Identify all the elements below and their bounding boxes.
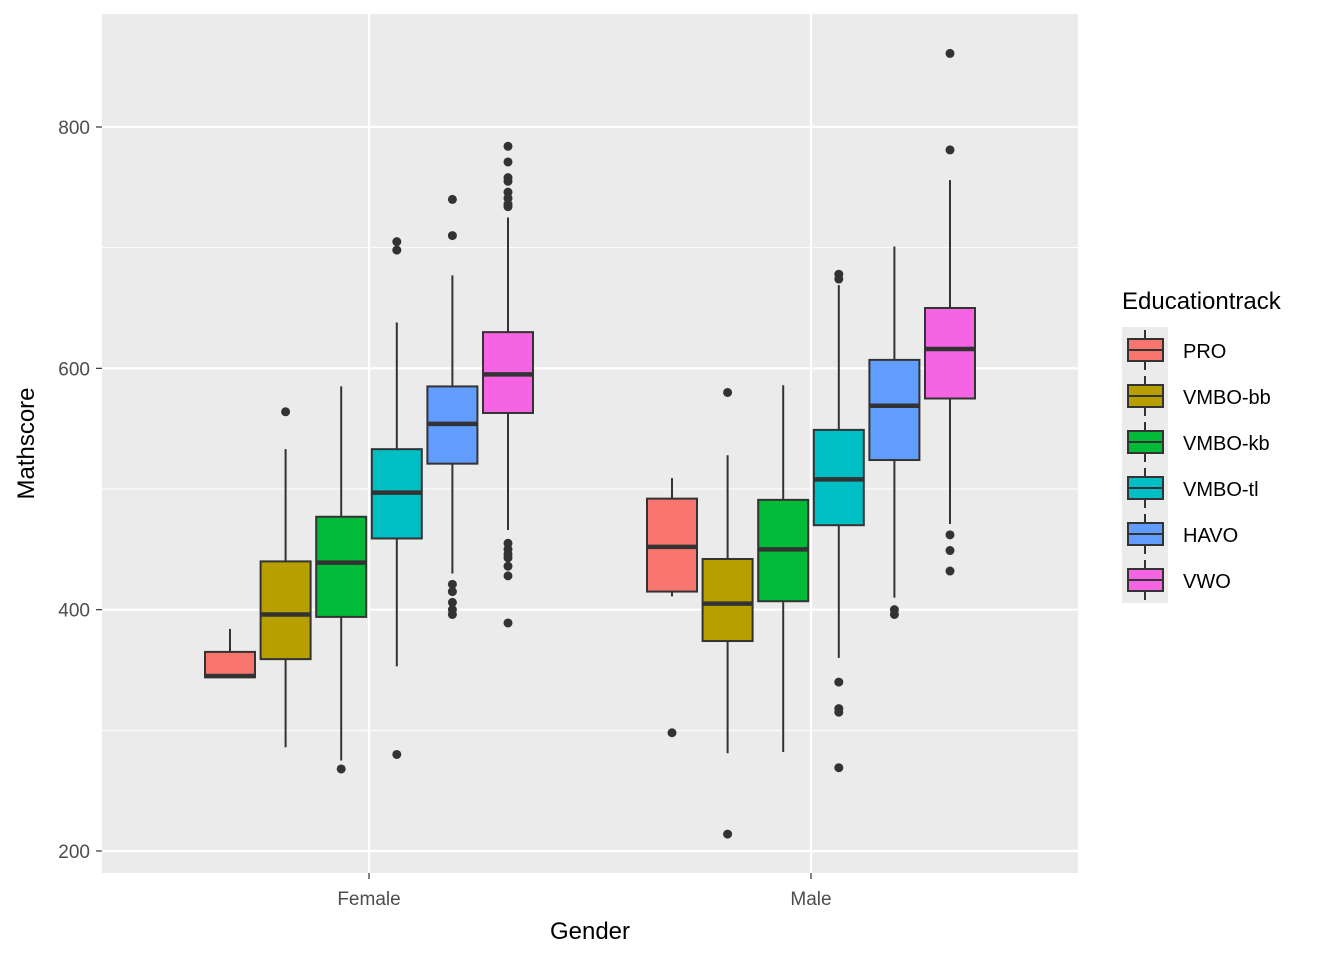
outlier-point [945, 566, 955, 576]
outlier-point [503, 202, 513, 212]
outlier-point [667, 728, 677, 738]
outlier-point [447, 579, 457, 589]
outlier-point [392, 237, 402, 247]
box-vmbo-kb-female [315, 386, 368, 774]
box-pro-female [204, 628, 256, 679]
outlier-point [834, 763, 844, 773]
y-axis-title: Mathscore [13, 387, 40, 499]
outlier-point [503, 141, 513, 151]
x-tick-label: Female [337, 889, 400, 910]
outlier-point [503, 561, 513, 571]
legend-key-background [1122, 327, 1168, 603]
legend-item-vmbo-kb: VMBO-kb [1127, 422, 1270, 462]
outlier-point [723, 829, 733, 839]
legend-item-vwo: VWO [1127, 560, 1231, 600]
outlier-point [503, 571, 513, 581]
outlier-point [503, 618, 513, 628]
box-iqr [868, 358, 921, 462]
box-vwo-female [482, 141, 534, 628]
legend-label: VWO [1183, 571, 1231, 593]
box-vmbo-bb-female [259, 407, 312, 748]
legend-title: Educationtrack [1122, 288, 1282, 315]
y-tick-label: 600 [58, 359, 90, 380]
box-iqr [315, 515, 368, 618]
box-iqr [701, 557, 754, 643]
outlier-point [392, 749, 402, 759]
y-tick-label: 400 [58, 601, 90, 622]
outlier-point [945, 546, 955, 556]
outlier-point [281, 407, 291, 417]
outlier-point [447, 231, 457, 241]
y-tick-label: 200 [58, 842, 90, 863]
legend-label: VMBO-kb [1183, 433, 1270, 455]
y-axis: 200 400 600 800 [58, 118, 102, 863]
box-iqr [204, 650, 256, 679]
outlier-point [447, 587, 457, 597]
outlier-point [945, 48, 955, 58]
plot-panel [102, 14, 1078, 873]
box-vmbo-tl-male [812, 269, 865, 773]
outlier-point [392, 245, 402, 255]
legend-label: VMBO-bb [1183, 387, 1271, 409]
outlier-point [503, 553, 513, 563]
box-havo-male [868, 246, 921, 619]
outlier-point [945, 145, 955, 155]
box-iqr [259, 560, 312, 661]
outlier-point [723, 387, 733, 397]
box-vmbo-tl-female [370, 237, 423, 759]
box-iqr [924, 307, 976, 400]
outlier-point [503, 157, 513, 167]
outlier-point [834, 707, 844, 717]
legend: Educationtrack PRO VMBO-bb VMBO-kb VMBO-tl H… [1122, 288, 1282, 603]
outlier-point [336, 764, 346, 774]
outlier-point [447, 597, 457, 607]
legend-item-vmbo-bb: VMBO-bb [1127, 376, 1271, 416]
box-vmbo-bb-male [701, 387, 754, 839]
outlier-point [447, 194, 457, 204]
x-axis: Female Male [337, 873, 832, 910]
grid-minor [102, 247, 1078, 731]
legend-item-pro: PRO [1127, 330, 1226, 370]
x-tick-label: Male [790, 889, 831, 910]
outlier-point [889, 609, 899, 619]
legend-label: HAVO [1183, 525, 1238, 547]
outlier-point [834, 677, 844, 687]
box-vmbo-kb-male [757, 385, 810, 753]
boxes-layer [204, 48, 976, 839]
outlier-point [447, 609, 457, 619]
outlier-point [945, 530, 955, 540]
box-havo-female [426, 194, 479, 619]
box-pro-male [646, 478, 698, 738]
legend-item-vmbo-tl: VMBO-tl [1127, 468, 1259, 508]
y-tick-label: 800 [58, 118, 90, 139]
legend-label: PRO [1183, 341, 1226, 363]
legend-item-havo: HAVO [1127, 514, 1238, 554]
outlier-point [834, 274, 844, 284]
legend-label: VMBO-tl [1183, 479, 1259, 501]
x-axis-title: Gender [550, 918, 630, 945]
outlier-point [503, 176, 513, 186]
box-vwo-male [924, 48, 976, 576]
